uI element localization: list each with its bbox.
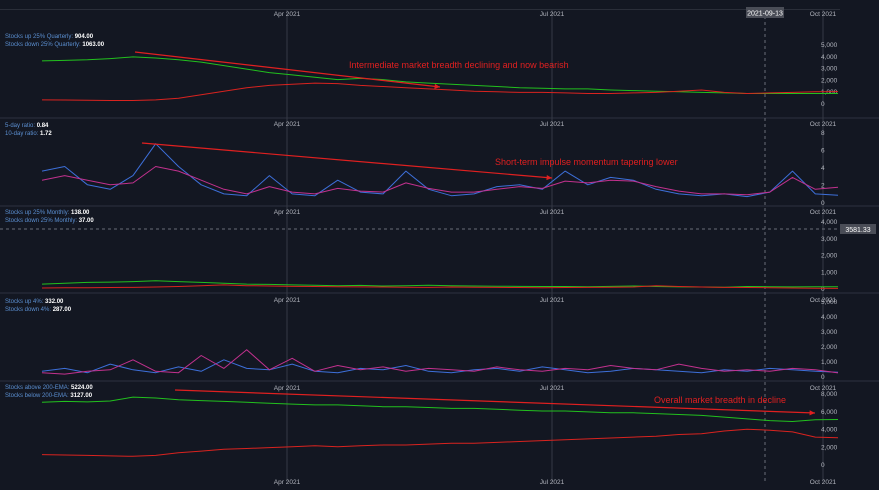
y-tick-label: 1,000 bbox=[821, 89, 838, 96]
legend-above-value: 5224.00 bbox=[71, 385, 93, 391]
series-line-secondary bbox=[41, 284, 839, 289]
legend-ratio10-value: 1.72 bbox=[40, 131, 52, 137]
x-tick-label: Jul 2021 bbox=[540, 121, 565, 128]
y-tick-label: 2 bbox=[821, 183, 825, 190]
legend-daily-down-value: 287.00 bbox=[52, 307, 72, 313]
y-tick-label: 2,000 bbox=[821, 344, 838, 351]
legend-monthly-down-value: 37.00 bbox=[78, 218, 94, 224]
legend-below-label: Stocks below 200-EMA: bbox=[5, 393, 69, 399]
x-tick-label: Oct 2021 bbox=[810, 11, 837, 18]
y-tick-label: 6 bbox=[821, 148, 825, 155]
y-tick-label: 1,000 bbox=[821, 269, 838, 276]
legend-down-value: 1063.00 bbox=[82, 42, 105, 48]
x-tick-label: Apr 2021 bbox=[274, 385, 301, 392]
x-tick-label: Apr 2021 bbox=[274, 297, 301, 304]
y-tick-label: 4,000 bbox=[821, 427, 838, 434]
legend-above-label: Stocks above 200-EMA: bbox=[5, 385, 70, 391]
y-tick-label: 5,000 bbox=[821, 42, 838, 49]
y-tick-label: 1,000 bbox=[821, 359, 838, 366]
legend-down-label: Stocks down 25% Quarterly: bbox=[5, 42, 81, 48]
y-tick-label: 2,000 bbox=[821, 253, 838, 260]
y-tick-label: 4 bbox=[821, 165, 825, 172]
legend-ratio10-label: 10-day ratio: bbox=[5, 131, 39, 137]
crosshair-price-label: 3581.33 bbox=[845, 227, 870, 234]
series-line-primary bbox=[41, 280, 838, 288]
x-tick-label: Oct 2021 bbox=[810, 209, 837, 216]
annotation-arrow bbox=[174, 389, 816, 414]
x-tick-label: Jul 2021 bbox=[540, 385, 565, 392]
annotation-arrow bbox=[141, 142, 553, 179]
x-tick-label: Apr 2021 bbox=[274, 121, 301, 128]
y-tick-label: 4,000 bbox=[821, 54, 838, 61]
y-tick-label: 4,000 bbox=[821, 219, 838, 226]
y-tick-label: 5,000 bbox=[821, 299, 838, 306]
x-tick-label: Oct 2021 bbox=[810, 479, 837, 486]
crosshair-price-badge bbox=[840, 224, 876, 234]
legend-daily-down-label: Stocks down 4%: bbox=[5, 307, 52, 313]
annotation-arrowhead bbox=[546, 174, 552, 181]
series-line-secondary bbox=[41, 82, 839, 101]
legend-monthly-up-value: 138.00 bbox=[71, 210, 90, 216]
top-strip bbox=[0, 0, 879, 10]
legend-ema200: Stocks above 200-EMA: 5224.00 Stocks bel… bbox=[5, 384, 93, 400]
series-line-secondary bbox=[41, 166, 839, 196]
y-tick-label: 2,000 bbox=[821, 444, 838, 451]
legend-daily4: Stocks up 4%: 332.00 Stocks down 4%: 287… bbox=[5, 298, 71, 314]
x-tick-label: Jul 2021 bbox=[540, 209, 565, 216]
y-tick-label: 0 bbox=[821, 374, 825, 381]
legend-ratio5-label: 5-day ratio: bbox=[5, 123, 36, 129]
y-tick-label: 3,000 bbox=[821, 329, 838, 336]
x-tick-label: Oct 2021 bbox=[810, 297, 837, 304]
legend-monthly-down-label: Stocks down 25% Monthly: bbox=[5, 218, 78, 224]
y-tick-label: 8,000 bbox=[821, 391, 838, 398]
legend-monthly-up-label: Stocks up 25% Monthly: bbox=[5, 210, 70, 216]
series-line-primary bbox=[41, 359, 839, 374]
series-line-primary bbox=[41, 143, 839, 198]
annotation-arrowhead bbox=[434, 83, 440, 89]
x-tick-label: Apr 2021 bbox=[274, 479, 301, 486]
series-line-secondary bbox=[41, 349, 839, 375]
crosshair-date-badge bbox=[746, 7, 784, 18]
x-tick-label: Apr 2021 bbox=[274, 11, 301, 18]
y-tick-label: 0 bbox=[821, 286, 825, 293]
x-tick-label: Oct 2021 bbox=[810, 121, 837, 128]
crosshair-date-label: 2021-09-13 bbox=[747, 11, 783, 18]
x-tick-label: Jul 2021 bbox=[540, 11, 565, 18]
legend-quarterly: Stocks up 25% Quarterly: 904.00 Stocks d… bbox=[5, 33, 104, 49]
legend-daily-up-label: Stocks up 4%: bbox=[5, 299, 44, 305]
legend-ratio5-value: 0.84 bbox=[36, 123, 49, 129]
legend-daily-up-value: 332.00 bbox=[45, 299, 64, 305]
legend-ratio: 5-day ratio: 0.84 10-day ratio: 1.72 bbox=[5, 122, 52, 138]
x-tick-label: Jul 2021 bbox=[540, 297, 565, 304]
x-tick-label: Oct 2021 bbox=[810, 385, 837, 392]
y-tick-label: 6,000 bbox=[821, 409, 838, 416]
legend-up-value: 904.00 bbox=[74, 34, 94, 40]
x-tick-label: Jul 2021 bbox=[540, 479, 565, 486]
series-line-primary bbox=[41, 56, 838, 94]
y-tick-label: 2,000 bbox=[821, 77, 838, 84]
annotation-arrow bbox=[134, 51, 441, 88]
series-line-primary bbox=[41, 396, 839, 422]
y-tick-label: 0 bbox=[821, 200, 825, 207]
legend-up-label: Stocks up 25% Quarterly: bbox=[5, 34, 74, 40]
y-tick-label: 8 bbox=[821, 130, 825, 137]
x-tick-label: Apr 2021 bbox=[274, 209, 301, 216]
annotation-arrowhead bbox=[809, 410, 815, 416]
legend-below-value: 3127.00 bbox=[70, 393, 93, 399]
y-tick-label: 0 bbox=[821, 462, 825, 469]
legend-monthly: Stocks up 25% Monthly: 138.00 Stocks dow… bbox=[5, 209, 94, 225]
y-tick-label: 0 bbox=[821, 101, 825, 108]
series-line-secondary bbox=[41, 428, 839, 457]
annotation-text: Overall market breadth in decline bbox=[654, 395, 786, 405]
y-tick-label: 3,000 bbox=[821, 236, 838, 243]
annotation-text: Short-term impulse momentum tapering low… bbox=[495, 157, 678, 167]
annotation-text: Intermediate market breadth declining an… bbox=[349, 60, 569, 70]
y-tick-label: 3,000 bbox=[821, 66, 838, 73]
y-tick-label: 4,000 bbox=[821, 314, 838, 321]
